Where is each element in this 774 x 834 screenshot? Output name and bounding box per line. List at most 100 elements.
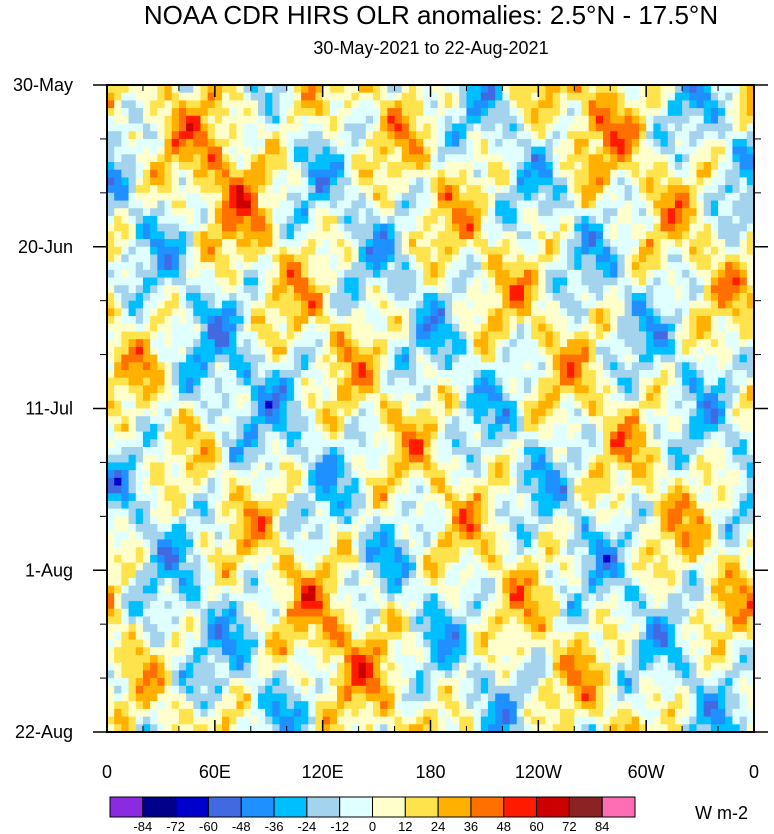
field-cell (588, 354, 597, 363)
field-cell (667, 369, 676, 379)
field-cell (171, 92, 180, 101)
field-cell (746, 462, 754, 471)
field-cell (725, 447, 734, 456)
field-cell (171, 285, 180, 294)
field-cell (667, 400, 676, 410)
field-cell (344, 162, 353, 171)
field-cell (531, 408, 539, 417)
field-cell (293, 192, 302, 202)
field-cell (157, 485, 166, 494)
field-cell (408, 192, 417, 202)
field-cell (646, 169, 654, 179)
field-cell (696, 339, 705, 348)
field-cell (365, 131, 374, 140)
field-cell (545, 215, 554, 225)
field-cell (509, 339, 518, 348)
field-cell (523, 277, 532, 286)
field-cell (653, 200, 662, 209)
field-cell (171, 177, 180, 186)
field-cell (401, 239, 410, 248)
field-cell (459, 146, 468, 155)
field-cell (107, 138, 115, 148)
field-cell (617, 500, 626, 510)
field-cell (142, 454, 151, 464)
field-cell (236, 123, 245, 132)
field-cell (703, 346, 712, 356)
field-cell (286, 462, 295, 471)
field-cell (588, 138, 597, 148)
field-cell (581, 285, 590, 294)
field-cell (466, 146, 475, 155)
field-cell (150, 408, 158, 417)
field-cell (150, 393, 158, 402)
field-cell (380, 369, 388, 379)
field-cell (394, 354, 403, 363)
field-cell (236, 146, 245, 155)
field-cell (301, 423, 309, 433)
field-cell (408, 108, 417, 117)
field-cell (638, 462, 647, 471)
field-cell (351, 239, 360, 248)
field-cell (150, 323, 158, 333)
field-cell (279, 500, 288, 510)
field-cell (531, 500, 539, 510)
field-cell (473, 277, 482, 286)
field-cell (236, 200, 245, 209)
field-cell (301, 200, 309, 209)
field-cell (416, 192, 424, 202)
field-cell (480, 146, 489, 155)
field-cell (739, 131, 748, 140)
field-cell (308, 331, 317, 340)
field-cell (509, 454, 518, 464)
field-cell (121, 208, 130, 217)
field-cell (344, 377, 353, 386)
field-cell (207, 269, 216, 279)
field-cell (473, 470, 482, 479)
field-cell (495, 277, 503, 286)
field-cell (358, 154, 367, 163)
field-cell (380, 454, 388, 464)
field-cell (502, 254, 511, 263)
field-cell (344, 138, 353, 148)
field-cell (538, 316, 547, 325)
field-cell (380, 439, 388, 448)
field-cell (725, 308, 734, 317)
field-cell (178, 277, 187, 286)
field-cell (725, 400, 734, 410)
field-cell (250, 200, 259, 209)
field-cell (488, 169, 496, 179)
field-cell (567, 485, 575, 494)
field-cell (667, 215, 676, 225)
field-cell (207, 138, 216, 148)
field-cell (703, 416, 712, 425)
field-cell (667, 416, 676, 425)
field-cell (531, 462, 539, 471)
field-cell (157, 208, 166, 217)
field-cell (660, 115, 669, 125)
field-cell (567, 300, 575, 309)
field-cell (178, 239, 187, 248)
field-cell (617, 316, 626, 325)
field-cell (171, 239, 180, 248)
field-cell (703, 269, 712, 279)
field-cell (696, 331, 705, 340)
field-cell (301, 92, 309, 101)
field-cell (488, 354, 496, 363)
field-cell (718, 277, 726, 286)
field-cell (696, 277, 705, 286)
field-cell (329, 485, 338, 494)
field-cell (617, 308, 626, 317)
field-cell (516, 162, 525, 171)
field-cell (250, 146, 259, 155)
field-cell (286, 192, 295, 202)
field-cell (466, 138, 475, 148)
field-cell (653, 400, 662, 410)
field-cell (257, 231, 266, 240)
field-cell (480, 208, 489, 217)
field-cell (710, 246, 719, 256)
field-cell (452, 208, 460, 217)
field-cell (372, 200, 381, 209)
field-cell (473, 115, 482, 125)
field-cell (595, 200, 604, 209)
field-cell (372, 162, 381, 171)
